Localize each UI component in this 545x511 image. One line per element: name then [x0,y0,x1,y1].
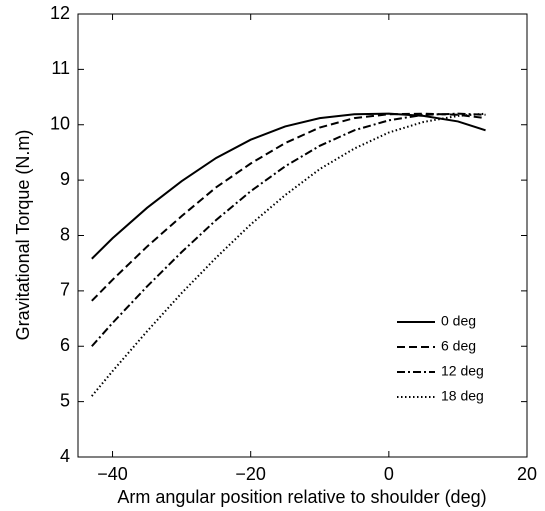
y-tick-label: 9 [60,169,70,189]
x-tick-label: 0 [384,464,394,484]
series-line [91,112,486,397]
y-tick-label: 10 [50,114,70,134]
series-line [91,112,486,260]
legend-label: 0 deg [441,313,476,329]
y-tick-label: 4 [60,446,70,466]
y-tick-label: 5 [60,390,70,410]
series-line [91,112,486,302]
legend-label: 6 deg [441,338,476,354]
x-tick-label: 20 [517,464,537,484]
y-tick-label: 12 [50,3,70,23]
series-line [91,112,486,347]
y-tick-label: 6 [60,335,70,355]
y-tick-label: 11 [51,58,70,78]
legend-label: 18 deg [441,388,484,404]
x-tick-label: −20 [235,464,266,484]
y-tick-label: 7 [60,280,70,300]
legend-label: 12 deg [441,363,484,379]
y-axis-label: Gravitational Torque (N.m) [13,130,33,341]
x-tick-label: −40 [97,464,128,484]
x-axis-label: Arm angular position relative to shoulde… [117,487,486,507]
y-tick-label: 8 [60,224,70,244]
